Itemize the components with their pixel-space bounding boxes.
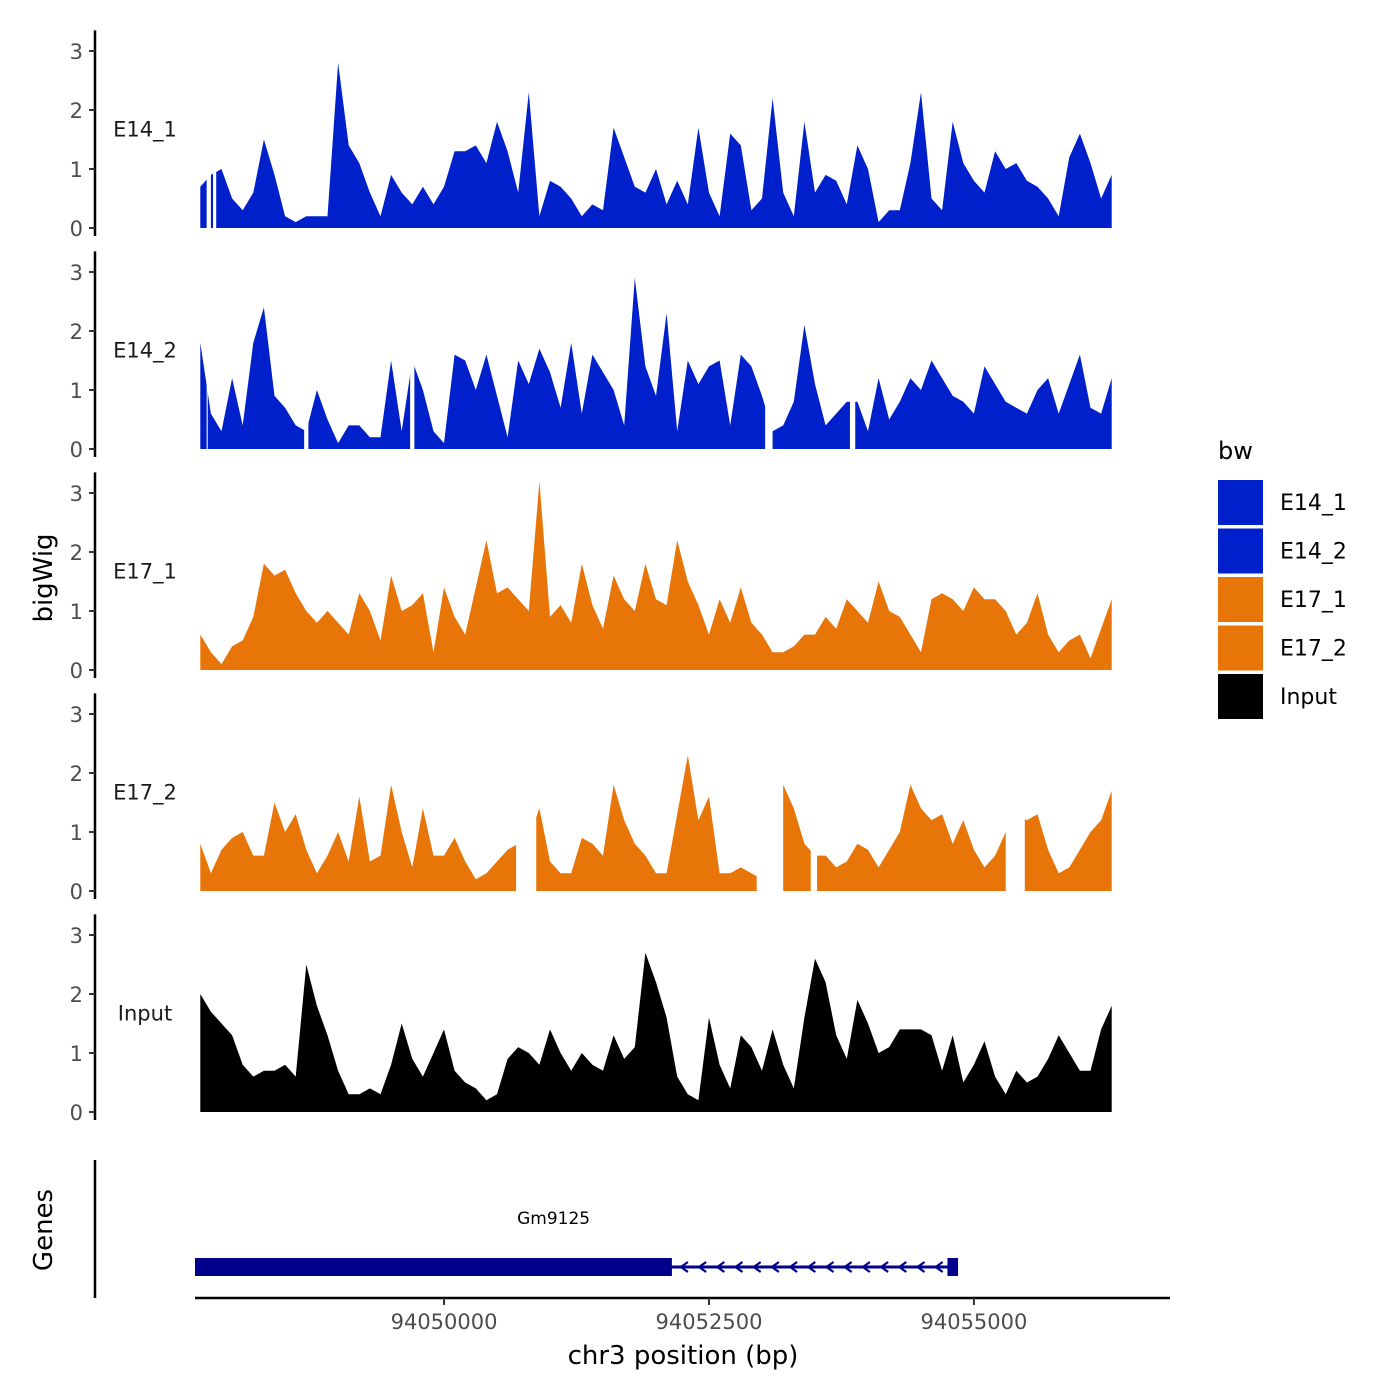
x-tick-label: 94050000: [391, 1310, 498, 1334]
y-tick-label: 1: [70, 379, 83, 403]
coverage-gap: [304, 248, 309, 450]
y-tick-label: 2: [70, 762, 83, 786]
area-E14_1: [200, 62, 1112, 228]
track-E14_1: 0 1 2 3 E14_1: [70, 27, 1112, 241]
coverage-gap: [765, 248, 773, 450]
y-tick-label: 2: [70, 983, 83, 1007]
gene-Gm9125: Gm9125: [195, 1209, 959, 1276]
y-tick-label: 2: [70, 541, 83, 565]
strand-arrow: [824, 1261, 835, 1273]
coverage-gap: [756, 690, 784, 892]
legend-entry-Input: Input: [1218, 674, 1337, 719]
track-E14_2: 0 1 2 3 E14_2: [70, 248, 1112, 462]
strand-arrow: [879, 1261, 889, 1273]
y-tick-label: 2: [70, 320, 83, 344]
track-label: E17_1: [113, 560, 177, 585]
legend-title: bw: [1218, 437, 1253, 465]
y-tick-label: 3: [70, 261, 83, 285]
strand-arrow: [915, 1261, 926, 1273]
y-tick-label: 0: [70, 659, 83, 683]
track-Input: 0 1 2 3 Input: [70, 914, 1112, 1125]
legend-entry-E17_1: E17_1: [1218, 577, 1347, 622]
legend-swatch: [1218, 577, 1263, 622]
coverage-gap: [410, 248, 415, 450]
strand-arrow: [933, 1261, 944, 1273]
x-tick-label: 94052500: [656, 1310, 763, 1334]
strand-arrow: [897, 1261, 907, 1273]
strand-arrow: [679, 1261, 689, 1273]
track-E17_2: 0 1 2 3 E17_2: [70, 690, 1112, 904]
y-tick-label: 1: [70, 821, 83, 845]
x-axis-title: chr3 position (bp): [568, 1341, 799, 1371]
y-tick-label: 0: [70, 1101, 83, 1125]
strand-arrow: [788, 1261, 798, 1273]
coverage-gap: [1005, 690, 1025, 892]
legend-entry-E17_2: E17_2: [1218, 625, 1347, 671]
y-tick-label: 0: [70, 438, 83, 462]
coverage-gap: [810, 690, 818, 892]
genes-track: Gm9125: [93, 1160, 959, 1298]
y-tick-label: 2: [70, 99, 83, 123]
y-tick-label: 3: [70, 40, 83, 64]
strand-arrow: [861, 1261, 871, 1273]
y-tick-label: 3: [70, 482, 83, 506]
y-tick-label: 3: [70, 703, 83, 727]
track-label: E14_1: [113, 118, 177, 143]
track-label: E17_2: [113, 781, 177, 806]
legend-swatch: [1218, 674, 1263, 719]
legend-label: E14_2: [1280, 540, 1347, 565]
track-label: E14_2: [113, 339, 177, 364]
legend-label: E17_2: [1280, 637, 1347, 662]
y-tick-label: 0: [70, 217, 83, 241]
x-axis: 94050000 94052500 94055000: [195, 1296, 1170, 1334]
bigwig-tracks: 0 1 2 3 E14_1 0 1 2 3 E14_2 0 1 2 3 E17_1 0 1 2 3 E17_2 0 1 2 3…: [70, 27, 1112, 1125]
legend: bw E14_1 E14_2 E17_1 E17_2 Input: [1218, 437, 1347, 719]
coverage-gap: [206, 248, 208, 450]
y-axis-title: bigWig: [29, 533, 59, 622]
area-E17_2: [200, 755, 1112, 891]
coverage-gap: [516, 690, 537, 892]
strand-arrow: [733, 1261, 744, 1273]
strand-arrow: [697, 1261, 707, 1273]
strand-arrow: [715, 1261, 725, 1273]
track-label: Input: [118, 1002, 172, 1026]
strand-arrow: [842, 1261, 853, 1273]
legend-swatch: [1218, 528, 1263, 574]
legend-entry-E14_2: E14_2: [1218, 528, 1347, 574]
legend-label: Input: [1280, 685, 1337, 710]
y-tick-label: 0: [70, 880, 83, 904]
track-E17_1: 0 1 2 3 E17_1: [70, 472, 1112, 683]
y-tick-label: 1: [70, 600, 83, 624]
strand-arrow: [770, 1261, 780, 1273]
genes-axis-title: Genes: [29, 1189, 59, 1271]
coverage-gap: [849, 248, 856, 450]
strand-arrow: [751, 1261, 762, 1273]
coverage-gap: [206, 27, 211, 230]
area-E17_1: [200, 481, 1112, 670]
x-tick-label: 94055000: [920, 1310, 1027, 1334]
area-Input: [200, 952, 1112, 1112]
legend-label: E17_1: [1280, 588, 1347, 613]
gene-exon: [947, 1258, 959, 1276]
gene-label: Gm9125: [517, 1209, 590, 1229]
coverage-gap: [213, 27, 217, 230]
gene-exon: [195, 1258, 672, 1276]
y-tick-label: 1: [70, 1042, 83, 1066]
y-tick-label: 1: [70, 158, 83, 182]
legend-swatch: [1218, 480, 1263, 525]
area-E14_2: [200, 277, 1112, 449]
legend-swatch: [1218, 625, 1263, 671]
legend-label: E14_1: [1280, 491, 1347, 516]
legend-entry-E14_1: E14_1: [1218, 480, 1347, 525]
strand-arrow: [806, 1261, 816, 1273]
y-tick-label: 3: [70, 924, 83, 948]
